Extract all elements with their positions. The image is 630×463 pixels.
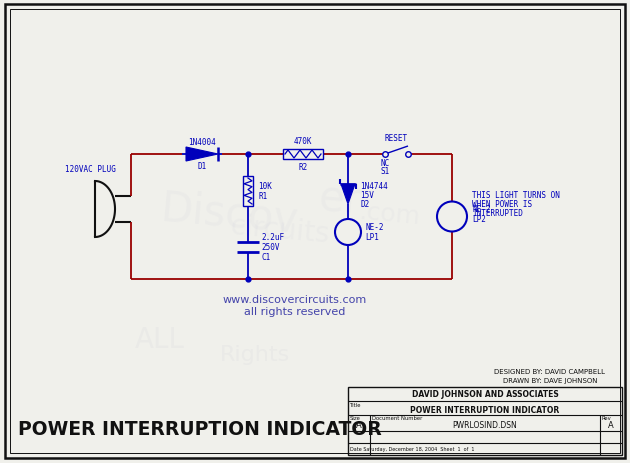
Text: NC: NC: [381, 159, 389, 168]
Text: RESET: RESET: [385, 134, 408, 143]
Text: LP2: LP2: [472, 214, 486, 224]
Text: NE-2: NE-2: [472, 205, 491, 213]
Bar: [243, 176, 253, 206]
Circle shape: [437, 202, 467, 232]
Text: Title: Title: [350, 403, 362, 407]
Text: D1: D1: [197, 162, 207, 171]
Text: DAVID JOHNSON AND ASSOCIATES: DAVID JOHNSON AND ASSOCIATES: [411, 390, 558, 399]
Text: THIS LIGHT TURNS ON: THIS LIGHT TURNS ON: [472, 191, 560, 200]
Text: Rights: Rights: [220, 344, 290, 364]
Bar: [283, 150, 323, 160]
Text: Size: Size: [350, 416, 361, 420]
Text: S1: S1: [381, 167, 389, 176]
Text: 15V: 15V: [360, 191, 374, 200]
Text: ALL: ALL: [135, 325, 185, 353]
Text: DESIGNED BY: DAVID CAMPBELL: DESIGNED BY: DAVID CAMPBELL: [495, 368, 605, 374]
Text: www.discovercircuits.com: www.discovercircuits.com: [223, 294, 367, 304]
Text: POWER INTERRUPTION INDICATOR: POWER INTERRUPTION INDICATOR: [18, 419, 382, 438]
Text: all rights reserved: all rights reserved: [244, 307, 346, 316]
Text: Date Saturday, December 18, 2004  Sheet  1  of  1: Date Saturday, December 18, 2004 Sheet 1…: [350, 446, 474, 451]
Text: 470K: 470K: [294, 137, 312, 146]
Text: A: A: [356, 420, 362, 430]
Text: LP1: LP1: [365, 233, 379, 242]
Text: 1N4004: 1N4004: [188, 138, 216, 147]
Text: R2: R2: [299, 163, 307, 172]
Text: er: er: [317, 177, 363, 222]
Polygon shape: [186, 148, 218, 162]
Text: 10K: 10K: [258, 182, 272, 191]
Text: .com: .com: [358, 200, 421, 229]
Text: circuits: circuits: [229, 211, 331, 248]
Text: WHEN POWER IS: WHEN POWER IS: [472, 200, 532, 208]
Text: A: A: [608, 420, 614, 430]
Text: DRAWN BY: DAVE JOHNSON: DRAWN BY: DAVE JOHNSON: [503, 377, 597, 383]
Text: R1: R1: [258, 192, 267, 201]
Text: Document Number: Document Number: [372, 416, 422, 420]
Text: NE-2: NE-2: [365, 223, 384, 232]
Text: Rev: Rev: [602, 416, 612, 420]
Text: C1: C1: [261, 252, 270, 262]
Text: POWER INTERRUPTION INDICATOR: POWER INTERRUPTION INDICATOR: [410, 406, 559, 414]
Text: 2.2uF: 2.2uF: [261, 232, 284, 242]
Text: PWRLOSIND.DSN: PWRLOSIND.DSN: [452, 420, 517, 430]
Polygon shape: [341, 185, 355, 205]
Text: D2: D2: [360, 200, 369, 209]
Text: INTERRUPTED: INTERRUPTED: [472, 208, 523, 218]
Text: 1N4744: 1N4744: [360, 182, 387, 191]
Circle shape: [335, 219, 361, 245]
Text: Discov: Discov: [159, 188, 301, 241]
Bar: [348, 387, 622, 455]
Text: 250V: 250V: [261, 243, 280, 251]
Text: 120VAC PLUG: 120VAC PLUG: [64, 165, 115, 174]
